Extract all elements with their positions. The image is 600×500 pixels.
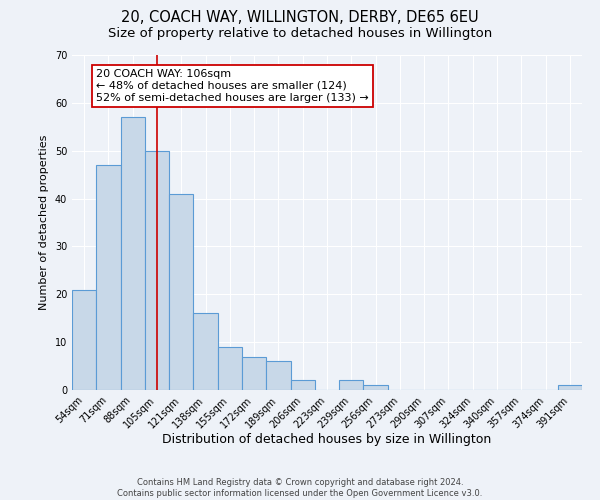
Bar xyxy=(364,385,388,390)
Bar xyxy=(242,356,266,390)
Bar xyxy=(290,380,315,390)
Text: 20 COACH WAY: 106sqm
← 48% of detached houses are smaller (124)
52% of semi-deta: 20 COACH WAY: 106sqm ← 48% of detached h… xyxy=(96,70,369,102)
Text: Size of property relative to detached houses in Willington: Size of property relative to detached ho… xyxy=(108,28,492,40)
Text: 20, COACH WAY, WILLINGTON, DERBY, DE65 6EU: 20, COACH WAY, WILLINGTON, DERBY, DE65 6… xyxy=(121,10,479,25)
Bar xyxy=(96,165,121,390)
Text: Contains HM Land Registry data © Crown copyright and database right 2024.
Contai: Contains HM Land Registry data © Crown c… xyxy=(118,478,482,498)
Bar xyxy=(218,347,242,390)
Y-axis label: Number of detached properties: Number of detached properties xyxy=(39,135,49,310)
Bar xyxy=(339,380,364,390)
Bar xyxy=(193,314,218,390)
Bar xyxy=(121,117,145,390)
Bar xyxy=(558,385,582,390)
Bar xyxy=(266,362,290,390)
X-axis label: Distribution of detached houses by size in Willington: Distribution of detached houses by size … xyxy=(163,432,491,446)
Bar xyxy=(145,150,169,390)
Bar xyxy=(169,194,193,390)
Bar xyxy=(72,290,96,390)
